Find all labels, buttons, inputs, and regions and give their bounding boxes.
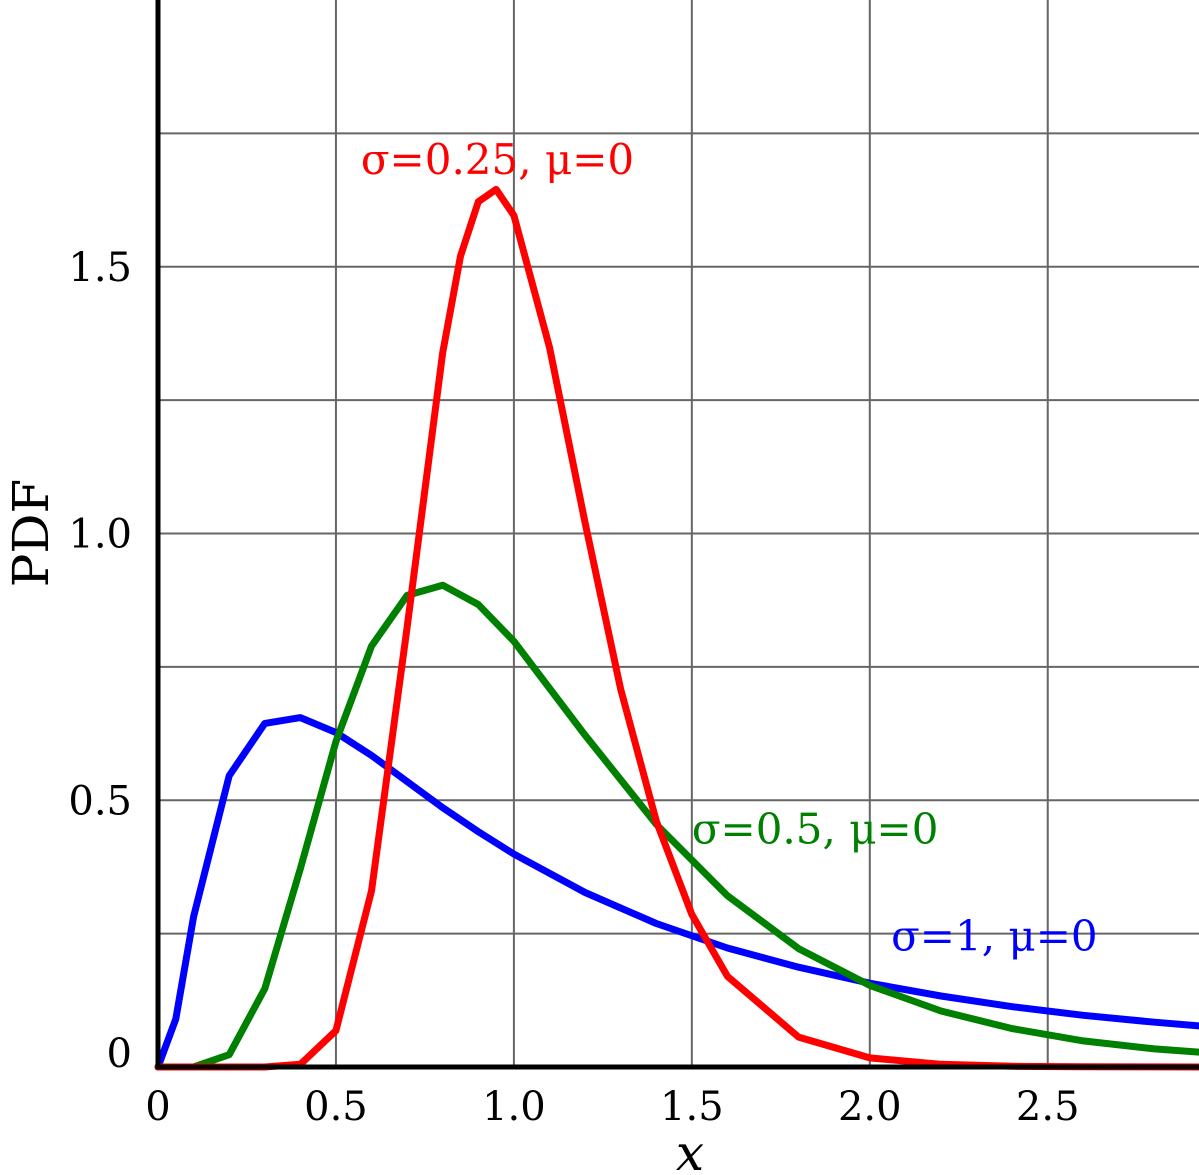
grid [158,0,1199,1067]
x-axis-label: x [676,1124,704,1175]
x-tick-label: 2.0 [838,1084,902,1130]
x-tick-label: 0 [145,1084,170,1130]
series-annotation: σ=0.25, μ=0 [361,135,634,184]
y-tick-label: 1.0 [68,512,132,558]
x-tick-label: 1.0 [482,1084,546,1130]
series-annotation: σ=0.5, μ=0 [692,805,939,854]
y-axis-label: PDF [2,479,60,587]
y-tick-label: 0 [107,1031,132,1077]
y-tick-label: 1.5 [68,245,132,291]
y-tick-label: 0.5 [68,778,132,824]
series-line-0 [154,714,1199,1071]
tick-labels: 0 0.5 1.0 1.5 2.0 2.5 0 0.5 1.0 1.5 [68,245,1079,1130]
x-tick-label: 1.5 [660,1084,724,1130]
annotations: σ=0.25, μ=0 σ=0.5, μ=0 σ=1, μ=0 [361,135,1098,960]
x-tick-label: 2.5 [1016,1084,1080,1130]
x-tick-label: 0.5 [304,1084,368,1130]
axes [155,0,1199,1070]
series-line-1 [154,581,1199,1071]
series-annotation: σ=1, μ=0 [891,911,1097,960]
